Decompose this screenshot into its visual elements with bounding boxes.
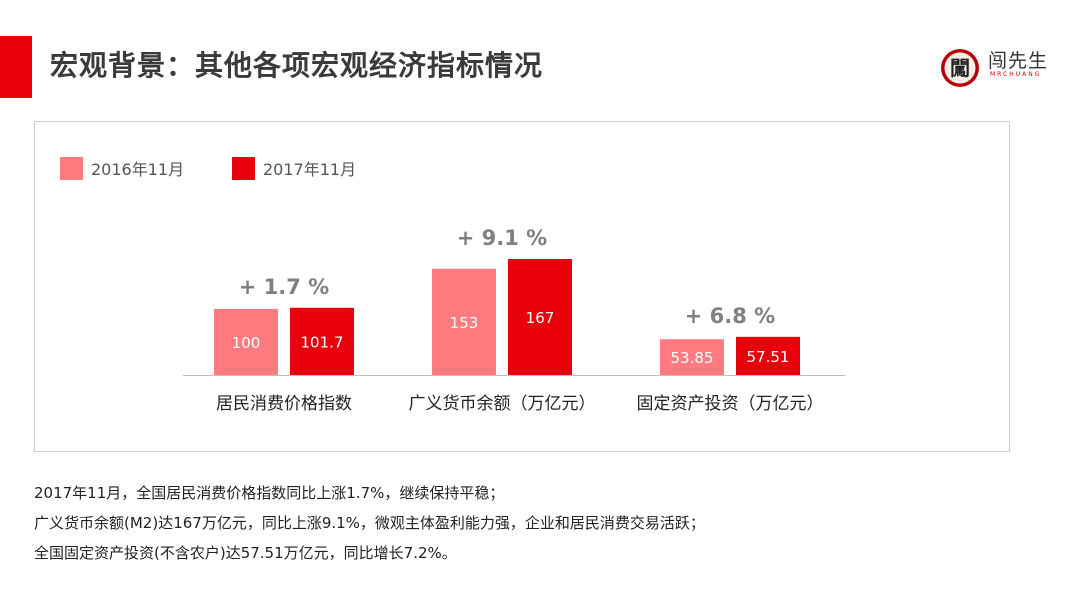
brand-subtitle: MRCHUANG — [990, 71, 1042, 78]
brand-name: 闯先生 — [988, 50, 1049, 72]
note-m2: 广义货币余额(M2)达167万亿元，同比上涨9.1%，微观主体盈利能力强，企业和… — [34, 514, 705, 532]
title-accent-bar — [0, 36, 32, 98]
bar-1-0 — [432, 268, 496, 375]
change-annotation-1: + 9.1 % — [457, 226, 547, 250]
bar-value-label-1-0: 153 — [450, 314, 479, 332]
legend-swatch-1 — [232, 157, 255, 180]
bar-2-0 — [660, 339, 724, 375]
page-title: 宏观背景：其他各项宏观经济指标情况 — [50, 49, 544, 82]
bar-chart: 2016年11月 2017年11月 100 101.7 + 1.7 % 居民消费价格指数 1… — [60, 157, 845, 414]
bar-value-label-2-1: 57.51 — [747, 348, 790, 366]
bar-0-1 — [290, 307, 354, 375]
category-label-0: 居民消费价格指数 — [216, 394, 352, 414]
bar-value-label-1-1: 167 — [526, 309, 555, 327]
seal-glyph: 闖 — [950, 56, 970, 80]
note-cpi: 2017年11月，全国居民消费价格指数同比上涨1.7%，继续保持平稳； — [34, 484, 505, 502]
legend-swatch-0 — [60, 157, 83, 180]
notes-block: 2017年11月，全国居民消费价格指数同比上涨1.7%，继续保持平稳； 广义货币… — [34, 478, 1044, 568]
bar-0-0 — [214, 308, 278, 375]
brand-logo: 闖 闯先生 MRCHUANG — [940, 44, 1062, 92]
seal-icon: 闖 — [941, 49, 979, 87]
change-annotation-2: + 6.8 % — [685, 304, 775, 328]
change-annotation-0: + 1.7 % — [239, 275, 329, 299]
bar-value-label-0-0: 100 — [232, 334, 261, 352]
legend-label-1: 2017年11月 — [263, 160, 356, 179]
bar-2-1 — [736, 336, 800, 375]
category-label-1: 广义货币余额（万亿元） — [409, 394, 596, 414]
category-label-2: 固定资产投资（万亿元） — [637, 394, 824, 414]
legend-label-0: 2016年11月 — [91, 160, 184, 179]
chart-panel: 2016年11月 2017年11月 100 101.7 + 1.7 % 居民消费价格指数 1… — [34, 121, 1010, 452]
bar-value-label-2-0: 53.85 — [671, 349, 714, 367]
bar-value-label-0-1: 101.7 — [301, 333, 344, 351]
bar-1-1 — [508, 259, 572, 375]
note-investment: 全国固定资产投资(不含农户)达57.51万亿元，同比增长7.2%。 — [34, 544, 457, 562]
